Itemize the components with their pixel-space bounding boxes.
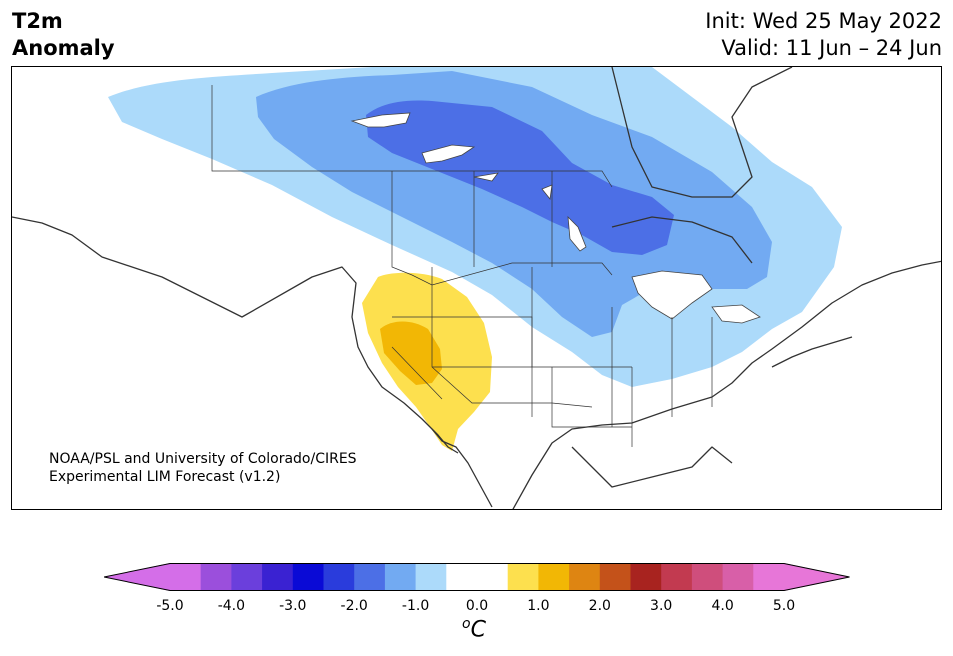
colorbar-segment (415, 563, 447, 591)
colorbar-segment (722, 563, 754, 591)
colorbar-tick-label: -5.0 (156, 598, 184, 614)
colorbar-segment (753, 563, 785, 591)
colorbar-ticks: -5.0 -4.0 -3.0 -2.0 -1.0 0.0 1.0 2.0 3.0 4.0 5.0 (0, 598, 953, 618)
unit-degree: o (462, 616, 471, 632)
colorbar (104, 563, 850, 591)
colorbar-tick-label: -4.0 (217, 598, 246, 614)
colorbar-segment (446, 563, 478, 591)
colorbar-tick-label: 0.0 (465, 598, 489, 614)
map-title: T2m Anomaly (12, 8, 115, 62)
forecast-dates: Init: Wed 25 May 2022 Valid: 11 Jun – 24… (705, 8, 942, 62)
colorbar-segment (384, 563, 417, 591)
valid-dates: Valid: 11 Jun – 24 Jun (721, 36, 942, 60)
anomaly-minus-1.5 (366, 100, 674, 255)
colorbar-tick-label: 1.0 (527, 598, 550, 614)
colorbar-segment (170, 563, 202, 591)
colorbar-segment (354, 563, 386, 591)
colorbar-segment (538, 563, 570, 591)
anomaly-plus-1.0 (380, 321, 442, 385)
colorbar-over-arrow (784, 563, 850, 591)
colorbar-unit: oC (462, 616, 486, 642)
colorbar-segment (661, 563, 693, 591)
colorbar-segment (477, 563, 509, 591)
colorbar-segment (292, 563, 324, 591)
credit-line2: Experimental LIM Forecast (v1.2) (49, 469, 281, 485)
colorbar-tick-label: 5.0 (772, 598, 796, 614)
title-subtitle: Anomaly (12, 36, 115, 60)
colorbar-tick-label: 4.0 (711, 598, 734, 614)
colorbar-segment (200, 563, 232, 591)
colorbar-segment (691, 563, 724, 591)
init-date: Init: Wed 25 May 2022 (705, 9, 942, 33)
coastlines (12, 67, 941, 509)
credit-line1: NOAA/PSL and University of Colorado/CIRE… (49, 451, 357, 467)
colorbar-tick-label: 3.0 (650, 598, 673, 614)
unit-letter: C (470, 617, 486, 643)
colorbar-tick-label: -1.0 (401, 598, 430, 614)
colorbar-segment (323, 563, 355, 591)
colorbar-tick-label: -3.0 (279, 598, 307, 614)
lakes (350, 112, 761, 324)
credit-text: NOAA/PSL and University of Colorado/CIRE… (49, 450, 357, 486)
colorbar-tick-label: 2.0 (588, 598, 611, 614)
colorbar-segment (569, 563, 601, 591)
colorbar-segment (262, 563, 294, 591)
colorbar-segment (507, 563, 539, 591)
title-variable: T2m (12, 9, 63, 33)
colorbar-under-arrow (104, 563, 170, 591)
state-borders (211, 85, 713, 447)
colorbar-segment (599, 563, 631, 591)
anomaly-map: NOAA/PSL and University of Colorado/CIRE… (11, 66, 942, 510)
colorbar-segment (231, 563, 263, 591)
colorbar-outline (104, 563, 850, 591)
colorbar-segment (630, 563, 662, 591)
map-canvas (12, 67, 941, 509)
colorbar-tick-label: -2.0 (340, 598, 368, 614)
